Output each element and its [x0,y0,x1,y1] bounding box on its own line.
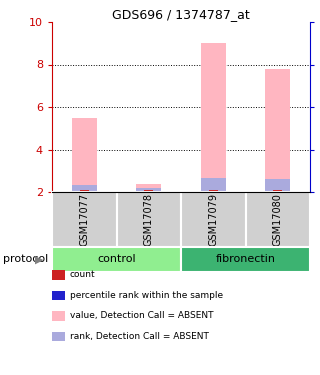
Title: GDS696 / 1374787_at: GDS696 / 1374787_at [112,8,250,21]
Bar [144,190,153,192]
Text: GSM17077: GSM17077 [79,193,89,246]
Text: protocol: protocol [3,255,48,264]
Bar [52,192,116,247]
Text: control: control [97,255,136,264]
Text: GSM17080: GSM17080 [273,193,283,246]
Text: count: count [70,270,95,279]
Bar [201,43,226,192]
Text: rank, Detection Call = ABSENT: rank, Detection Call = ABSENT [70,332,208,341]
Bar [72,184,97,192]
Text: ▶: ▶ [35,255,44,264]
Bar [52,247,181,272]
Bar [209,190,218,192]
Bar [181,192,245,247]
Bar [72,118,97,192]
Bar [201,178,226,192]
Bar [137,188,161,192]
Bar [274,190,282,192]
Text: GSM17078: GSM17078 [144,193,154,246]
Text: value, Detection Call = ABSENT: value, Detection Call = ABSENT [70,311,213,320]
Bar [116,192,181,247]
Text: percentile rank within the sample: percentile rank within the sample [70,291,223,300]
Bar [266,69,290,192]
Bar [80,190,89,192]
Bar [266,179,290,192]
Bar [245,192,310,247]
Text: fibronectin: fibronectin [215,255,276,264]
Bar [181,247,310,272]
Bar [137,183,161,192]
Text: GSM17079: GSM17079 [208,193,218,246]
